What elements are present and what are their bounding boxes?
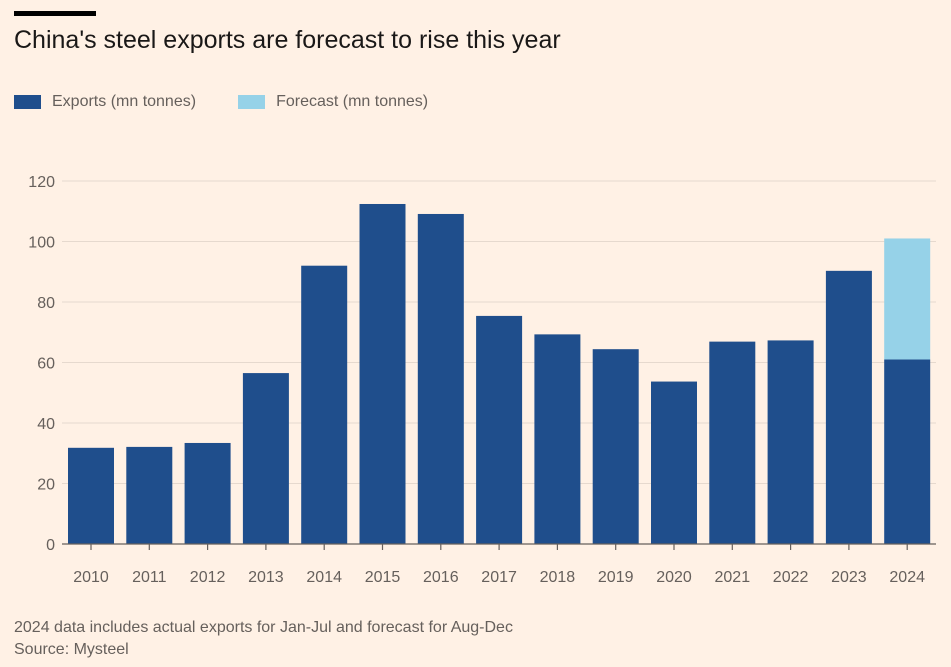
x-tick-label: 2012 bbox=[190, 569, 226, 586]
x-tick-label: 2020 bbox=[656, 569, 692, 586]
y-tick-label: 100 bbox=[28, 235, 55, 252]
bar-exports-2012 bbox=[184, 442, 231, 544]
bar-exports-2011 bbox=[126, 446, 173, 544]
bar-chart: 0 20 40 60 80 100 120 2010 2011 2012 2013 2014 2015… bbox=[28, 174, 936, 586]
x-tick-label: 2017 bbox=[481, 569, 517, 586]
legend-label-forecast: Forecast (mn tonnes) bbox=[276, 93, 429, 110]
footnote-text: 2024 data includes actual exports for Ja… bbox=[14, 619, 513, 636]
chart-title: China's steel exports are forecast to ri… bbox=[14, 26, 561, 54]
bar-exports-2024 bbox=[884, 359, 931, 544]
bar-exports-2014 bbox=[301, 265, 348, 544]
y-tick-label: 60 bbox=[37, 356, 55, 373]
bar-exports-2013 bbox=[242, 373, 289, 544]
x-tick-label: 2018 bbox=[540, 569, 576, 586]
legend-label-exports: Exports (mn tonnes) bbox=[52, 93, 197, 110]
legend-item-exports: Exports (mn tonnes) bbox=[14, 93, 196, 111]
bar-exports-2020 bbox=[651, 381, 697, 544]
x-tick-label: 2022 bbox=[773, 569, 809, 586]
bar-exports-2021 bbox=[709, 341, 756, 544]
bar-exports-2018 bbox=[534, 334, 581, 544]
y-tick-label: 20 bbox=[37, 477, 55, 494]
x-tick-label: 2019 bbox=[598, 569, 634, 586]
y-tick-label: 120 bbox=[28, 174, 55, 191]
bar-exports-2016 bbox=[417, 213, 464, 544]
x-axis-ticks: 2010 2011 2012 2013 2014 2015 2016 2017 2018 2019… bbox=[73, 544, 925, 586]
bar-forecast-2024 bbox=[884, 238, 931, 360]
bar-exports-2019 bbox=[592, 349, 639, 544]
bars bbox=[68, 203, 931, 545]
legend-item-forecast: Forecast (mn tonnes) bbox=[238, 93, 428, 111]
source-text: Source: Mysteel bbox=[14, 641, 129, 658]
legend-swatch-forecast bbox=[238, 95, 266, 109]
x-tick-label: 2014 bbox=[306, 569, 342, 586]
x-tick-label: 2013 bbox=[248, 569, 284, 586]
x-tick-label: 2024 bbox=[889, 569, 925, 586]
x-tick-label: 2011 bbox=[132, 569, 167, 586]
x-tick-label: 2016 bbox=[423, 569, 459, 586]
legend: Exports (mn tonnes) Forecast (mn tonnes) bbox=[14, 92, 470, 112]
bar-exports-2022 bbox=[767, 340, 814, 544]
x-tick-label: 2023 bbox=[831, 569, 867, 586]
x-tick-label: 2021 bbox=[715, 569, 751, 586]
y-tick-label: 0 bbox=[46, 537, 55, 554]
x-tick-label: 2010 bbox=[73, 569, 109, 586]
top-rule bbox=[14, 11, 96, 16]
footnote: 2024 data includes actual exports for Ja… bbox=[14, 617, 513, 661]
legend-swatch-exports bbox=[14, 95, 41, 109]
bar-exports-2010 bbox=[68, 447, 114, 544]
x-tick-label: 2015 bbox=[365, 569, 401, 586]
bar-exports-2023 bbox=[825, 270, 872, 544]
y-axis-ticks: 0 20 40 60 80 100 120 bbox=[28, 174, 55, 554]
y-tick-label: 40 bbox=[37, 416, 55, 433]
bar-exports-2017 bbox=[476, 315, 523, 544]
y-tick-label: 80 bbox=[37, 295, 55, 312]
bar-exports-2015 bbox=[359, 203, 406, 545]
